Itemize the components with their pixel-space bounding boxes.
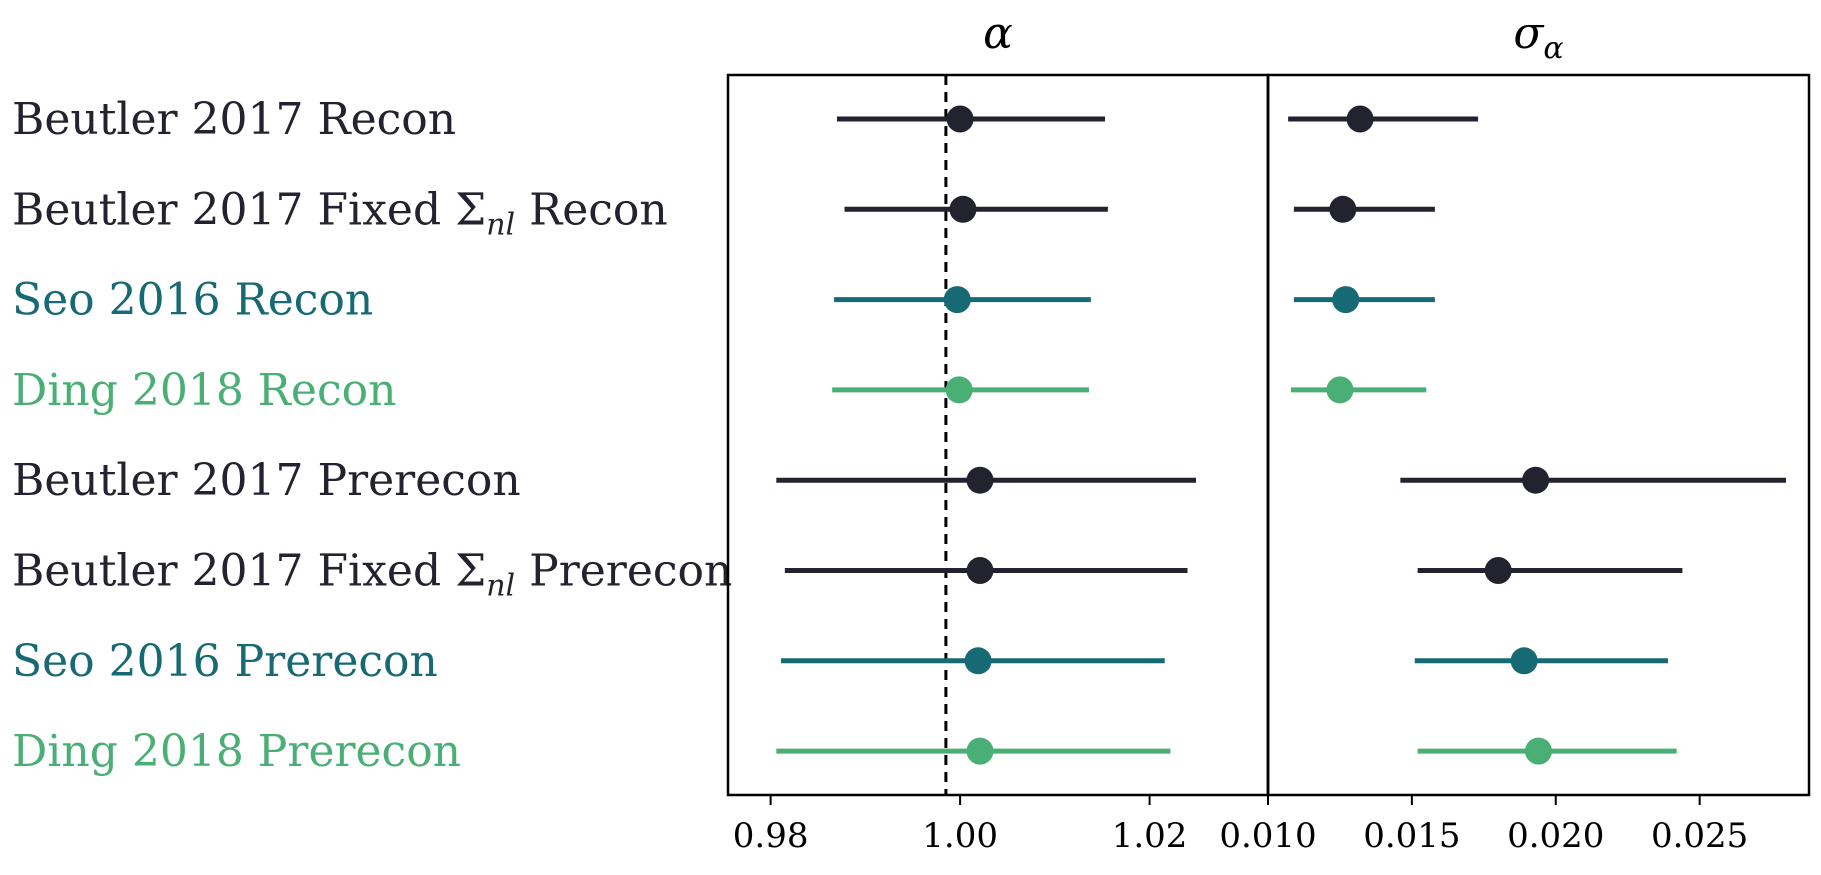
data-point — [964, 647, 992, 675]
row-label: Beutler 2017 Fixed Σnl Prerecon — [12, 546, 732, 604]
x-tick-label: 0.010 — [1219, 816, 1316, 856]
data-point — [1346, 105, 1374, 133]
panel-sigma-alpha: σα 0.010 0.015 0.020 0.025 — [1219, 8, 1811, 856]
panel-frame — [726, 73, 1270, 797]
row-label: Beutler 2017 Recon — [12, 94, 456, 145]
row-label-suffix: Recon — [515, 184, 668, 235]
x-tick-label: 0.98 — [733, 816, 809, 856]
row-label: Seo 2016 Recon — [12, 275, 373, 326]
data-point — [1332, 286, 1360, 314]
data-point — [966, 557, 994, 584]
panel-alpha: α 0.98 1.00 1.02 — [726, 8, 1270, 856]
data-point — [946, 105, 974, 133]
row-label: Beutler 2017 Prerecon — [12, 455, 521, 506]
data-point — [966, 466, 994, 494]
row-label-main: Seo 2016 Recon — [12, 275, 373, 326]
row-label-main: Ding 2018 Recon — [12, 365, 396, 416]
data-point — [949, 195, 977, 223]
x-tick-label: 1.00 — [922, 816, 998, 856]
row-label-suffix: Prerecon — [515, 546, 732, 597]
panel-frame — [1266, 73, 1811, 797]
panel-title: α — [983, 8, 1013, 59]
row-label-main: Seo 2016 Prerecon — [12, 636, 438, 687]
panel-title: σα — [1513, 8, 1563, 66]
x-tick-label: 0.020 — [1507, 816, 1604, 856]
data-point — [1484, 557, 1512, 584]
x-tick-label: 1.02 — [1112, 816, 1188, 856]
data-point — [943, 286, 971, 314]
row-label: Ding 2018 Recon — [12, 365, 396, 416]
data-point — [945, 376, 973, 404]
row-label-main: Beutler 2017 Fixed Σ — [12, 184, 486, 235]
data-point — [1329, 195, 1357, 223]
row-label: Beutler 2017 Fixed Σnl Recon — [12, 184, 668, 242]
x-tick-label: 0.015 — [1363, 816, 1460, 856]
row-label-subscript: nl — [486, 569, 515, 604]
row-label-main: Beutler 2017 Recon — [12, 94, 456, 145]
data-point — [1510, 647, 1538, 675]
row-label-main: Ding 2018 Prerecon — [12, 726, 461, 777]
data-point — [1522, 466, 1550, 494]
row-label: Ding 2018 Prerecon — [12, 726, 461, 777]
data-point — [1326, 376, 1354, 404]
data-point — [1525, 737, 1552, 765]
x-tick-label: 0.025 — [1651, 816, 1748, 856]
row-label: Seo 2016 Prerecon — [12, 636, 438, 687]
row-label-main: Beutler 2017 Fixed Σ — [12, 546, 486, 597]
row-label-main: Beutler 2017 Prerecon — [12, 455, 521, 506]
row-label-subscript: nl — [486, 207, 515, 242]
data-point — [966, 737, 994, 765]
